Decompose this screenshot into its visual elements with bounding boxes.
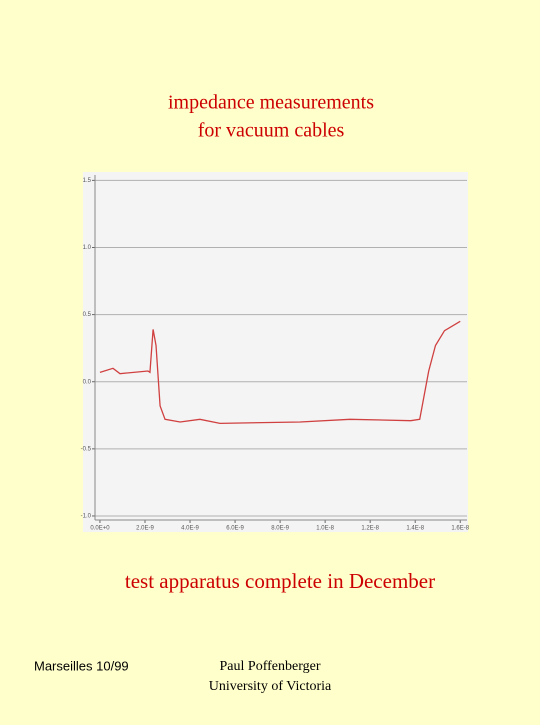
y-tick-label: 0.5	[83, 312, 92, 318]
x-tick-label: 1.2E-8	[361, 526, 379, 532]
footer-left: Marseilles 10/99	[34, 658, 129, 673]
footer-right: University of Victoria	[209, 679, 332, 694]
x-tick-label: 8.0E-9	[271, 526, 289, 532]
footer-right: Paul Poffenberger	[220, 659, 321, 674]
y-tick-label: 1.0	[83, 245, 92, 251]
data-line	[99, 320, 461, 424]
x-tick-label: 1.0E-8	[316, 526, 334, 532]
title-line: for vacuum cables	[198, 120, 345, 142]
caption: test apparatus complete in December	[125, 569, 435, 593]
x-tick-label: 1.4E-8	[406, 526, 424, 532]
plot-background	[83, 172, 468, 532]
x-tick-label: 2.0E-9	[136, 526, 154, 532]
y-tick-label: -0.5	[81, 446, 92, 452]
x-tick-label: 6.0E-9	[226, 526, 244, 532]
title-line: impedance measurements	[168, 92, 374, 114]
x-tick-label: 0.0E+0	[90, 526, 110, 532]
plot: 1.5 1.0 0.5 0.0 -0.5 -1.0 0.0E+0 2.0E-9 4.0E-9 6.…	[81, 175, 470, 532]
y-tick-label: -1.0	[81, 514, 92, 520]
y-tick-label: 1.5	[83, 178, 92, 184]
y-tick-label: 0.0	[83, 379, 92, 385]
x-tick-label: 4.0E-9	[181, 526, 199, 532]
x-tick-label: 1.6E-8	[451, 526, 469, 532]
